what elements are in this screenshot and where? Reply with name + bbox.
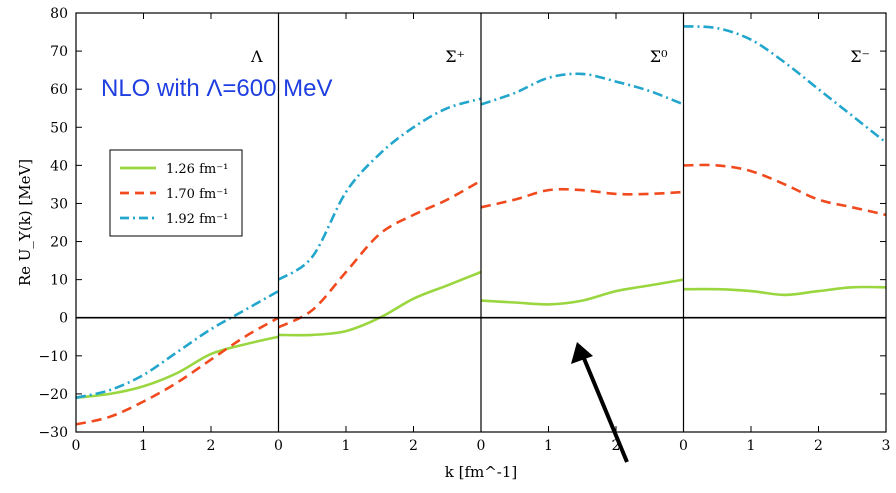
x-tick-label: 0 [72,438,81,454]
x-tick-label: 0 [477,438,486,454]
panel-4-series-line-3 [683,25,887,144]
y-tick-label: 50 [50,120,68,136]
arrow-shaft [581,355,629,463]
y-tick-label: 40 [50,158,68,174]
x-tick-label: 2 [612,438,621,454]
legend-label-1: 1.26 fm⁻¹ [166,162,228,177]
legend: 1.26 fm⁻¹ 1.70 fm⁻¹ 1.92 fm⁻¹ [109,149,243,237]
panel-label-4: Σ⁻ [850,47,870,66]
x-tick-label: 3 [882,438,891,454]
y-tick-label: 0 [59,311,68,327]
panel-4-series [683,25,887,297]
panel-1-series-line-2 [75,316,280,426]
panel-4-series-line-2 [683,163,887,217]
x-axis-title: k [fm^-1] [445,463,518,481]
legend-label-2: 1.70 fm⁻¹ [166,187,228,202]
y-tick-label: −10 [38,349,68,365]
y-tick-label: 30 [50,196,68,212]
y-tick-label: 10 [50,273,68,289]
y-axis-title: Re U_Y(k) [MeV] [16,159,34,286]
x-tick-label: 2 [814,438,823,454]
y-tick-label: −30 [38,425,68,441]
y-tick-label: 80 [50,6,68,22]
y-tick-label: 60 [50,82,68,98]
panel-2-series-line-1 [278,270,482,337]
x-tick-label: 1 [342,438,351,454]
panel-label-3: Σ⁰ [650,47,668,66]
arrow-head [571,342,593,364]
x-tick-label: 2 [409,438,418,454]
y-tick-label: 20 [50,235,68,251]
annotation-text: NLO with Λ=600 MeV [101,75,332,102]
data-layer [75,25,887,426]
x-tick-label: 0 [274,438,283,454]
panel-label-2: Σ⁺ [445,47,465,66]
annotation-layer: NLO with Λ=600 MeV [101,75,629,463]
x-tick-label: 1 [747,438,756,454]
panel-3-series-line-1 [480,278,684,306]
x-tick-label: 1 [139,438,148,454]
panel-3-series [480,72,684,306]
panel-2-series-line-2 [277,179,482,329]
panel-3-series-line-3 [480,72,684,106]
panel-1-series-line-1 [75,335,279,399]
panel-label-1: Λ [250,47,263,66]
x-tick-label: 0 [679,438,688,454]
panel-3-series-line-2 [480,187,684,209]
x-tick-label: 2 [207,438,216,454]
legend-box [109,149,243,237]
y-tick-label: −20 [38,387,68,403]
y-tick-label: 70 [50,44,68,60]
legend-label-3: 1.92 fm⁻¹ [166,212,228,227]
panel-1-series [75,289,280,426]
x-tick-label: 1 [544,438,553,454]
panel-2-series-line-3 [277,97,482,281]
panel-2-series [277,97,482,337]
panel-4-series-line-1 [683,285,887,297]
panel-1-series-line-3 [75,289,280,399]
